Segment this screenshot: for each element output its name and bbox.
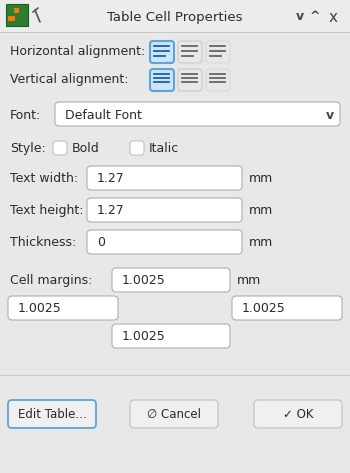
Text: Thickness:: Thickness: xyxy=(10,236,76,248)
FancyBboxPatch shape xyxy=(254,400,342,428)
Text: Horizontal alignment:: Horizontal alignment: xyxy=(10,45,145,59)
Text: mm: mm xyxy=(249,236,273,248)
Bar xyxy=(8,16,15,21)
FancyBboxPatch shape xyxy=(8,400,96,428)
Text: ✓ OK: ✓ OK xyxy=(283,408,313,420)
Text: 1.0025: 1.0025 xyxy=(18,301,62,315)
Text: Edit Table...: Edit Table... xyxy=(18,408,86,420)
Bar xyxy=(0,0,350,32)
FancyBboxPatch shape xyxy=(178,41,202,63)
Text: Table Cell Properties: Table Cell Properties xyxy=(107,10,243,24)
Text: Default Font: Default Font xyxy=(65,108,142,122)
Text: ∅ Cancel: ∅ Cancel xyxy=(147,408,201,420)
FancyBboxPatch shape xyxy=(8,296,118,320)
Bar xyxy=(14,8,19,13)
FancyBboxPatch shape xyxy=(112,268,230,292)
FancyBboxPatch shape xyxy=(150,69,174,91)
Text: Vertical alignment:: Vertical alignment: xyxy=(10,73,128,87)
Text: 0: 0 xyxy=(97,236,105,248)
Text: x: x xyxy=(329,9,337,25)
Text: v: v xyxy=(296,10,304,24)
FancyBboxPatch shape xyxy=(130,400,218,428)
Text: 1.0025: 1.0025 xyxy=(122,330,166,342)
Bar xyxy=(6,4,28,26)
FancyBboxPatch shape xyxy=(178,69,202,91)
Text: 1.27: 1.27 xyxy=(97,172,125,184)
Text: Cell margins:: Cell margins: xyxy=(10,273,92,287)
FancyBboxPatch shape xyxy=(87,198,242,222)
FancyBboxPatch shape xyxy=(53,141,67,155)
Text: mm: mm xyxy=(237,273,261,287)
Text: 1.0025: 1.0025 xyxy=(122,273,166,287)
FancyBboxPatch shape xyxy=(206,69,230,91)
Text: Italic: Italic xyxy=(149,141,179,155)
Text: ^: ^ xyxy=(310,10,320,24)
FancyBboxPatch shape xyxy=(150,41,174,63)
Text: Text width:: Text width: xyxy=(10,172,78,184)
Text: mm: mm xyxy=(249,172,273,184)
FancyBboxPatch shape xyxy=(55,102,340,126)
FancyBboxPatch shape xyxy=(112,324,230,348)
Text: mm: mm xyxy=(249,203,273,217)
Text: 1.27: 1.27 xyxy=(97,203,125,217)
Text: Bold: Bold xyxy=(72,141,100,155)
Text: 1.0025: 1.0025 xyxy=(242,301,286,315)
FancyBboxPatch shape xyxy=(130,141,144,155)
Text: Font:: Font: xyxy=(10,108,41,122)
Text: v: v xyxy=(326,108,334,122)
Text: Text height:: Text height: xyxy=(10,203,84,217)
Text: Style:: Style: xyxy=(10,141,46,155)
FancyBboxPatch shape xyxy=(206,41,230,63)
FancyBboxPatch shape xyxy=(87,230,242,254)
FancyBboxPatch shape xyxy=(232,296,342,320)
FancyBboxPatch shape xyxy=(87,166,242,190)
